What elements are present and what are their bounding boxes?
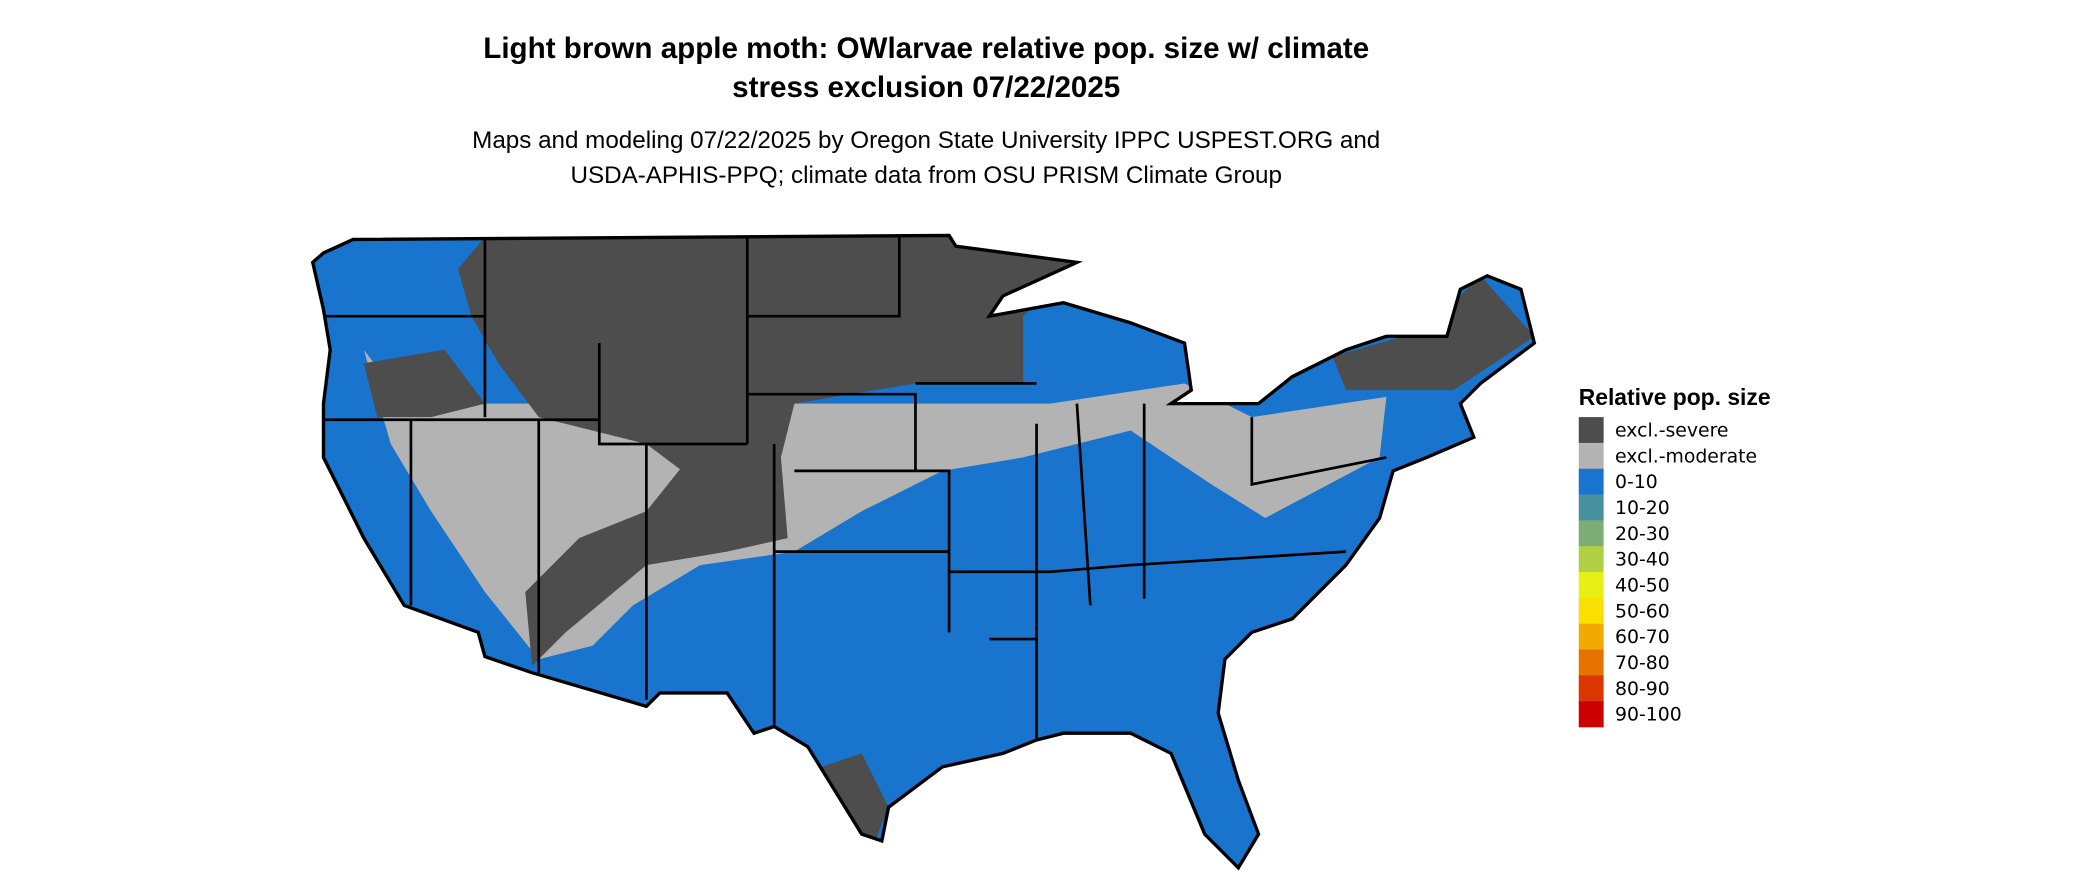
legend-label: 0-10 [1615, 472, 1658, 493]
legend-swatch [1578, 701, 1604, 728]
legend-swatch [1578, 597, 1604, 624]
legend-swatch [1578, 623, 1604, 650]
region-excl-severe-southwest [525, 443, 788, 666]
region-excl-severe-north [458, 235, 1077, 485]
legend-label: 20-30 [1615, 524, 1670, 545]
legend-swatch [1578, 675, 1604, 702]
legend-label: 40-50 [1615, 576, 1670, 597]
legend-swatch [1578, 468, 1604, 495]
title-line-2: stress exclusion 07/22/2025 [732, 71, 1120, 104]
legend-label: 60-70 [1615, 627, 1670, 648]
legend-label: excl.-moderate [1615, 446, 1757, 467]
legend-label: 10-20 [1615, 498, 1670, 519]
legend-label: 70-80 [1615, 653, 1670, 674]
subtitle-line-1: Maps and modeling 07/22/2025 by Oregon S… [472, 127, 1380, 154]
legend-swatch [1578, 442, 1604, 470]
legend: Relative pop. size excl.-severe excl.-mod… [1578, 384, 1771, 728]
region-excl-severe-west [363, 349, 485, 418]
state-borders [323, 235, 1387, 740]
legend-title: Relative pop. size [1579, 384, 1771, 410]
legend-swatch [1578, 417, 1604, 444]
legend-swatch [1578, 649, 1604, 676]
legend-label: excl.-severe [1615, 421, 1728, 442]
legend-swatch [1578, 546, 1604, 573]
legend-swatch [1578, 494, 1604, 521]
legend-swatch [1578, 520, 1604, 547]
region-excl-severe-texas [821, 753, 889, 841]
subtitle-line-2: USDA-APHIS-PPQ; climate data from OSU PR… [570, 162, 1282, 189]
legend-swatch [1578, 572, 1604, 599]
title-line-1: Light brown apple moth: OWlarvae relativ… [483, 32, 1369, 65]
legend-label: 50-60 [1615, 601, 1670, 622]
legend-label: 80-90 [1615, 679, 1670, 700]
legend-label: 30-40 [1615, 550, 1670, 571]
legend-label: 90-100 [1615, 705, 1682, 726]
